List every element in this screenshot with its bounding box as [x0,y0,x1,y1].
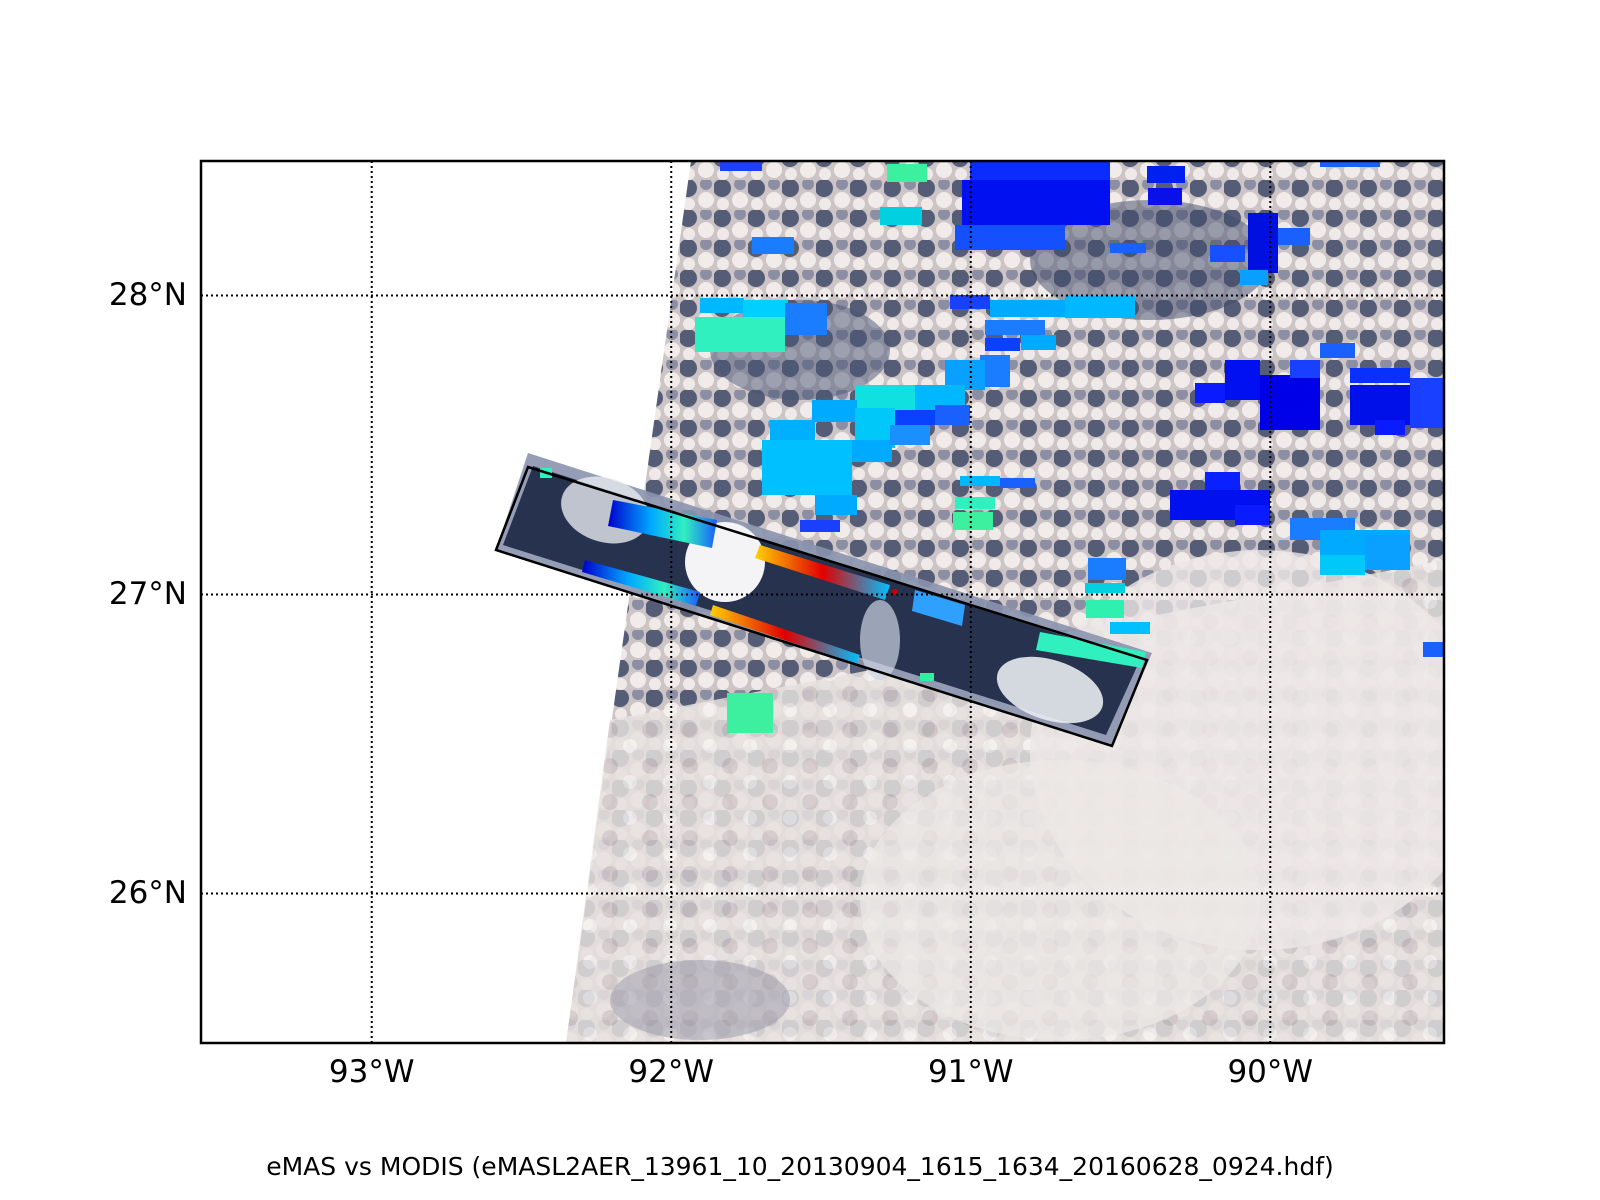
lon-label-93w: 93°W [328,1054,415,1090]
lon-label-92w: 92°W [628,1054,715,1090]
lat-label-28n: 28°N [108,276,187,313]
lat-label-26n: 26°N [108,874,187,911]
figure-caption: eMAS vs MODIS (eMASL2AER_13961_10_201309… [266,1152,1334,1181]
map-frame [199,159,1446,1045]
map-plot-area [201,161,1444,1043]
lat-label-27n: 27°N [108,575,187,612]
graticule [201,161,1444,1043]
lon-label-91w: 91°W [927,1054,1014,1090]
modis-aod-pixels [695,161,1444,733]
modis-cloud-swath [566,161,1444,1043]
lon-label-90w: 90°W [1227,1054,1314,1090]
emas-flight-track [494,453,1152,748]
